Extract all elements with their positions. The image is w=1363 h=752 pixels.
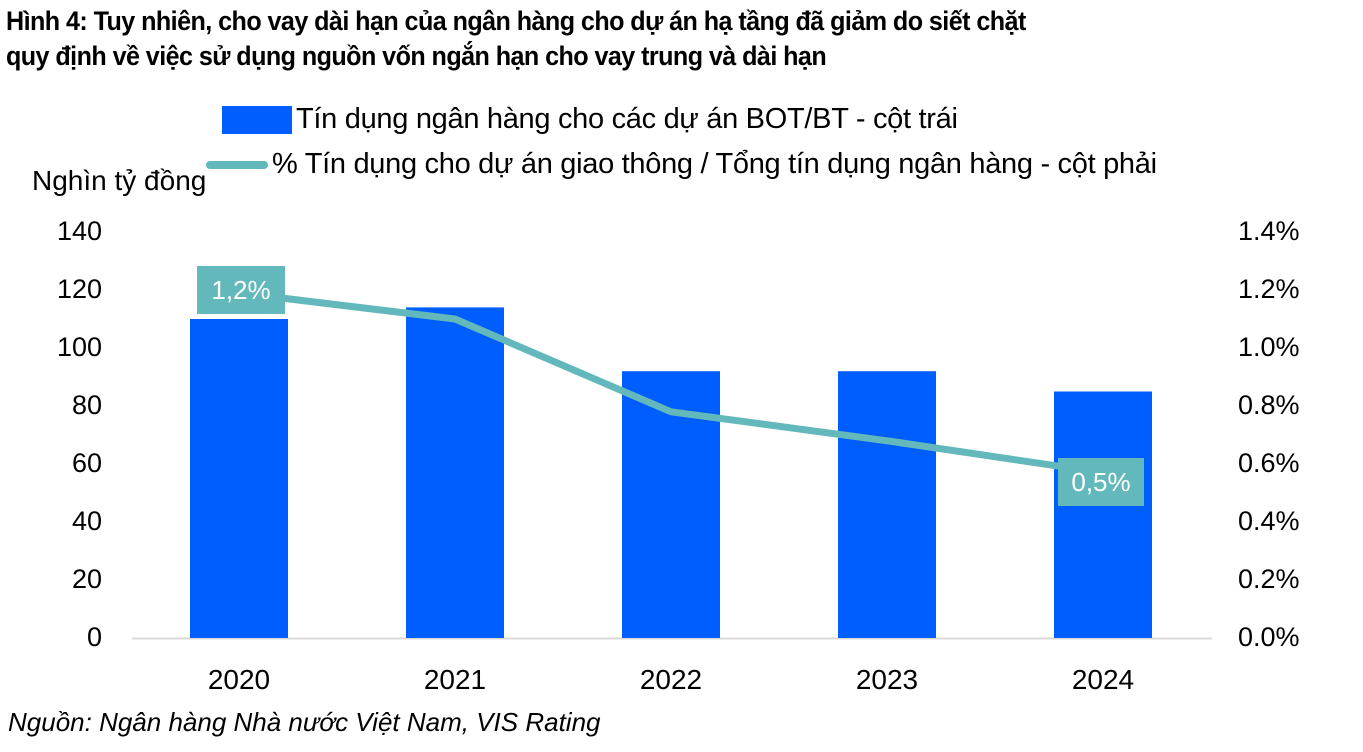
bar-2023 [838, 371, 936, 638]
chart-title: Hình 4: Tuy nhiên, cho vay dài hạn của n… [6, 4, 1262, 74]
right-axis-tick: 0.2% [1238, 564, 1300, 594]
x-axis-tick: 2020 [207, 664, 271, 695]
x-axis-tick: 2022 [639, 664, 703, 695]
left-axis-unit-label: Nghìn tỷ đồng [32, 165, 207, 196]
left-axis-tick: 120 [56, 274, 102, 304]
left-axis-tick: 140 [56, 216, 102, 246]
source-note: Nguồn: Ngân hàng Nhà nước Việt Nam, VIS … [8, 707, 601, 737]
legend-item-bar: Tín dụng ngân hàng cho các dự án BOT/BT … [222, 103, 958, 136]
right-axis-tick: 1.0% [1238, 332, 1300, 362]
data-label-2020: 1,2% [197, 266, 285, 314]
right-axis-tick: 1.2% [1238, 274, 1300, 304]
bar-2024 [1054, 391, 1152, 638]
right-axis-tick: 0.8% [1238, 390, 1300, 420]
left-axis-tick: 100 [56, 332, 102, 362]
left-axis-tick: 40 [71, 506, 102, 536]
right-axis-tick: 0.4% [1238, 506, 1300, 536]
right-axis-tick: 0.0% [1238, 622, 1300, 652]
bar-2020 [190, 319, 288, 638]
x-axis-tick: 2024 [1071, 664, 1135, 695]
data-label-2024: 0,5% [1058, 458, 1144, 506]
chart-title-line-2: quy định về việc sử dụng nguồn vốn ngắn … [6, 41, 827, 71]
left-axis-tick: 80 [71, 390, 102, 420]
legend-bar-label: Tín dụng ngân hàng cho các dự án BOT/BT … [296, 103, 958, 135]
legend-line-label: % Tín dụng cho dự án giao thông / Tổng t… [272, 148, 1157, 180]
chart-title-line-1: Hình 4: Tuy nhiên, cho vay dài hạn của n… [6, 6, 1026, 36]
right-axis-tick: 0.6% [1238, 448, 1300, 478]
left-axis-tick: 0 [86, 622, 102, 652]
right-axis-tick: 1.4% [1238, 216, 1300, 246]
left-axis-tick: 60 [71, 448, 102, 478]
bar-2021 [406, 307, 504, 638]
legend-item-line: % Tín dụng cho dự án giao thông / Tổng t… [206, 148, 1157, 181]
bar-series [190, 307, 1152, 638]
legend-line-swatch-icon [206, 160, 268, 169]
x-axis-tick: 2021 [423, 664, 487, 695]
x-axis-tick: 2023 [855, 664, 919, 695]
line-series [238, 289, 1104, 477]
left-axis-tick: 20 [71, 564, 102, 594]
legend-bar-swatch-icon [222, 105, 292, 134]
